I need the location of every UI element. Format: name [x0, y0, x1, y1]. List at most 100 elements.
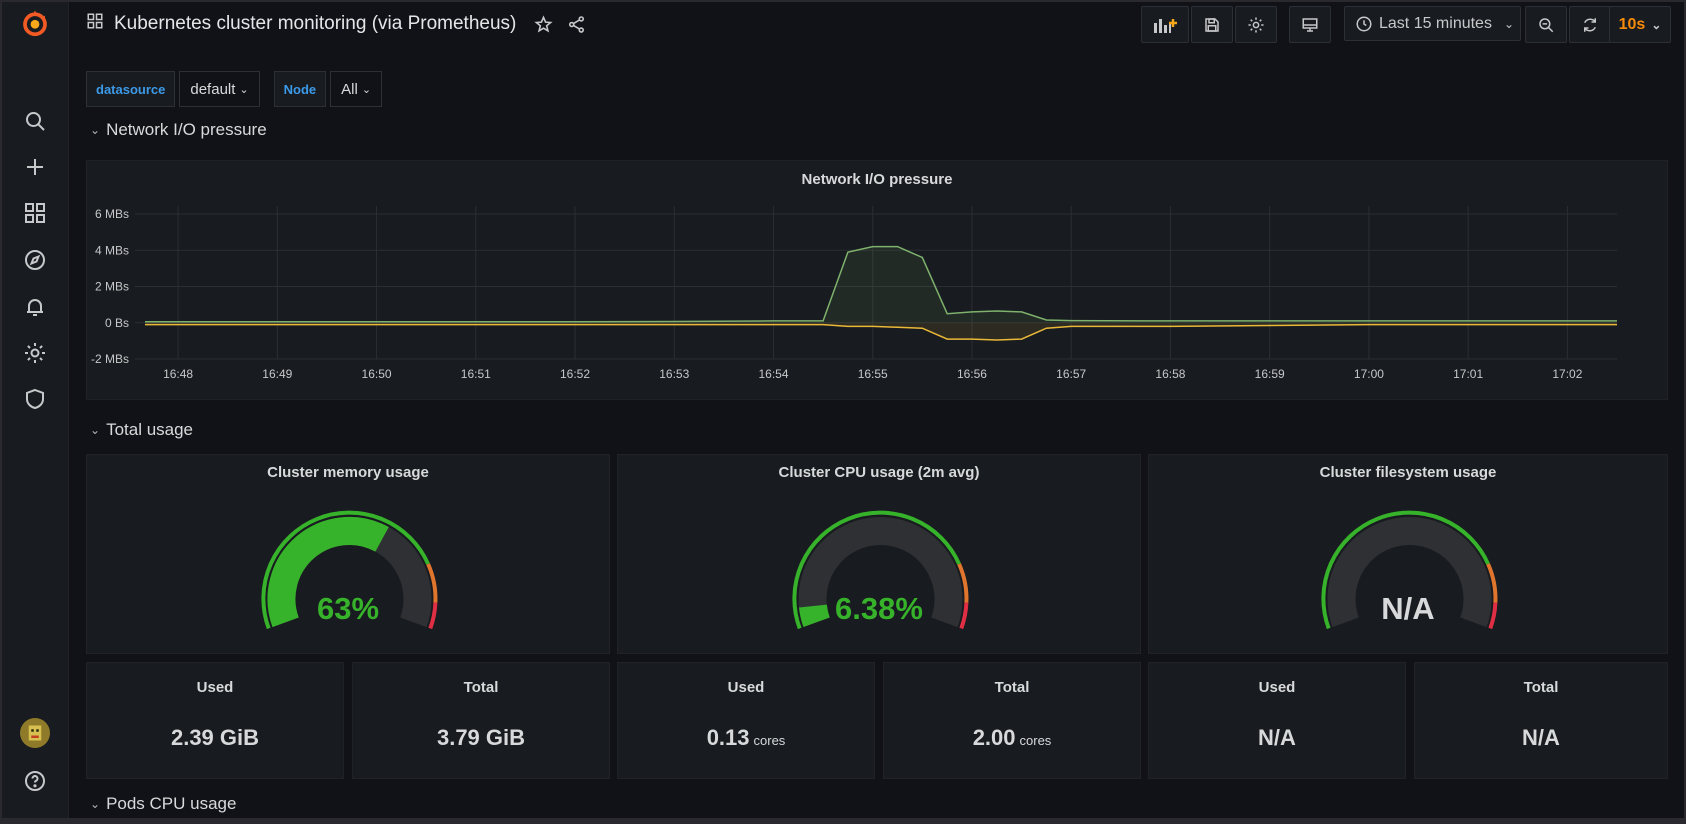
row-total-usage[interactable]: ⌄ Total usage — [90, 420, 193, 440]
gear-icon[interactable] — [18, 336, 52, 370]
row-title: Pods CPU usage — [106, 794, 237, 813]
variable-select-datasource[interactable]: default ⌄ — [179, 71, 260, 107]
chevron-down-icon: ⌄ — [239, 83, 249, 96]
save-dashboard-button[interactable] — [1191, 6, 1233, 43]
x-tick-label: 16:57 — [1056, 367, 1086, 381]
panel-title: Cluster filesystem usage — [1319, 464, 1497, 481]
y-tick-label: 2 MBs — [95, 280, 129, 294]
refresh-button[interactable] — [1569, 6, 1611, 43]
stat-number: N/A — [1258, 725, 1296, 750]
stat-title: Used — [196, 679, 234, 696]
stat-number: 3.79 GiB — [436, 725, 526, 750]
filesystem-total-stat[interactable]: Total N/A — [1414, 662, 1668, 779]
x-tick-label: 16:59 — [1255, 367, 1285, 381]
zoom-out-button[interactable] — [1525, 6, 1567, 43]
stat-number: 0.13 — [706, 725, 750, 750]
alerting-icon[interactable] — [18, 290, 52, 324]
stat-title: Total — [463, 679, 499, 696]
variable-label-datasource: datasource — [86, 71, 176, 107]
x-tick-label: 16:56 — [957, 367, 987, 381]
sidebar — [2, 2, 69, 818]
variable-label-node: Node — [273, 71, 327, 107]
variable-value-node: All — [341, 80, 358, 98]
threshold-orange — [1486, 563, 1498, 603]
network-io-chart: 6 MBs 4 MBs 2 MBs 0 Bs -2 MBs 16:48 16:49 16:50… — [91, 206, 1617, 381]
time-range-picker[interactable]: Last 15 minutes ⌄ — [1344, 6, 1521, 41]
stat-number: N/A — [1522, 725, 1560, 750]
refresh-interval-picker[interactable]: 10s ⌄ — [1609, 6, 1671, 43]
cluster-memory-usage-panel[interactable]: Cluster memory usage 63% — [86, 454, 610, 654]
memory-gauge — [261, 510, 438, 630]
threshold-orange — [426, 563, 438, 603]
grafana-logo-icon[interactable] — [18, 6, 52, 40]
stat-title: Total — [1523, 679, 1559, 696]
series-line-1 — [145, 323, 1617, 341]
x-tick-label: 16:53 — [659, 367, 689, 381]
series-line-0 — [145, 245, 1617, 323]
clock-icon — [1355, 15, 1373, 33]
plus-icon[interactable] — [18, 150, 52, 184]
cycle-view-mode-button[interactable] — [1289, 6, 1331, 43]
star-icon[interactable] — [534, 14, 554, 34]
network-io-panel[interactable]: Network I/O pressure 6 MBs 4 MBs 2 MBs 0 Bs… — [86, 160, 1668, 400]
panel-title: Network I/O pressure — [801, 171, 953, 188]
x-tick-label: 16:48 — [163, 367, 193, 381]
dashboard-title[interactable]: Kubernetes cluster monitoring (via Prome… — [114, 13, 517, 34]
threshold-green — [261, 510, 430, 630]
x-tick-label: 16:58 — [1155, 367, 1185, 381]
shield-icon[interactable] — [18, 382, 52, 416]
gauge-track — [1327, 517, 1492, 628]
x-tick-label: 16:54 — [758, 367, 788, 381]
gauge-value: 63% — [316, 591, 380, 626]
cluster-filesystem-usage-panel[interactable]: Cluster filesystem usage N/A — [1148, 454, 1668, 654]
stat-number: 2.39 GiB — [170, 725, 260, 750]
threshold-red — [1488, 602, 1498, 630]
row-title: Network I/O pressure — [106, 120, 267, 139]
cpu-used-stat[interactable]: Used 0.13 cores — [617, 662, 875, 779]
chevron-down-icon: ⌄ — [90, 123, 101, 137]
threshold-orange — [957, 563, 969, 603]
memory-total-stat[interactable]: Total 3.79 GiB — [352, 662, 610, 779]
dashboard-settings-button[interactable] — [1235, 6, 1277, 43]
stat-value: N/A — [1149, 725, 1405, 751]
stat-unit: cores — [1019, 733, 1052, 748]
dashboards-icon[interactable] — [18, 196, 52, 230]
threshold-green — [1321, 510, 1490, 630]
y-tick-label: 4 MBs — [95, 243, 129, 257]
row-network-io[interactable]: ⌄ Network I/O pressure — [90, 120, 267, 140]
row-title: Total usage — [106, 420, 194, 439]
add-panel-button[interactable] — [1141, 6, 1189, 43]
row-pods-cpu-usage[interactable]: ⌄ Pods CPU usage — [90, 794, 236, 814]
help-icon[interactable] — [18, 764, 52, 798]
panel-title: Cluster CPU usage (2m avg) — [778, 464, 980, 481]
x-tick-label: 17:02 — [1552, 367, 1582, 381]
cpu-gauge — [792, 510, 969, 630]
threshold-green — [792, 510, 961, 630]
search-icon[interactable] — [18, 104, 52, 138]
explore-icon[interactable] — [18, 243, 52, 277]
cluster-cpu-usage-panel[interactable]: Cluster CPU usage (2m avg) 6.38% — [617, 454, 1141, 654]
y-tick-label: -2 MBs — [91, 352, 129, 366]
x-tick-label: 16:49 — [262, 367, 292, 381]
x-tick-label: 16:52 — [560, 367, 590, 381]
avatar[interactable] — [18, 716, 52, 750]
filesystem-gauge — [1321, 510, 1498, 630]
series-area-0 — [145, 246, 1617, 323]
template-variables: datasource default ⌄ Node All ⌄ — [86, 71, 383, 107]
gauge-value: 6.38% — [835, 591, 923, 626]
memory-used-stat[interactable]: Used 2.39 GiB — [86, 662, 344, 779]
stat-value: 0.13 cores — [618, 725, 874, 751]
stat-value: N/A — [1415, 725, 1667, 751]
filesystem-used-stat[interactable]: Used N/A — [1148, 662, 1406, 779]
top-navbar: Kubernetes cluster monitoring (via Prome… — [68, 2, 1684, 48]
stat-unit: cores — [753, 733, 786, 748]
dashboard-grid-icon — [86, 12, 104, 36]
chevron-down-icon: ⌄ — [1651, 17, 1662, 32]
x-tick-label: 16:51 — [461, 367, 491, 381]
share-icon[interactable] — [567, 15, 586, 34]
variable-select-node[interactable]: All ⌄ — [330, 71, 383, 107]
stat-number: 2.00 — [972, 725, 1016, 750]
cpu-total-stat[interactable]: Total 2.00 cores — [883, 662, 1141, 779]
gauge-fill — [798, 604, 830, 628]
